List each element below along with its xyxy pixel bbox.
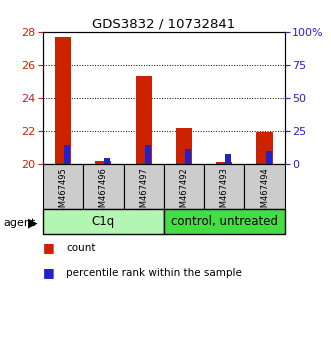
Bar: [257, 132, 273, 164]
Bar: [136, 76, 152, 164]
Bar: [244, 164, 285, 209]
Text: GSM467493: GSM467493: [220, 167, 229, 218]
Text: count: count: [66, 243, 96, 253]
Title: GDS3832 / 10732841: GDS3832 / 10732841: [92, 18, 235, 31]
Bar: [176, 128, 192, 164]
Bar: [83, 164, 123, 209]
Bar: [145, 144, 151, 164]
Text: ■: ■: [43, 241, 55, 254]
Text: control, untreated: control, untreated: [171, 215, 278, 228]
Bar: [43, 164, 83, 209]
Text: ▶: ▶: [28, 217, 38, 229]
Bar: [123, 164, 164, 209]
Bar: [105, 158, 111, 164]
Text: GSM467496: GSM467496: [99, 167, 108, 218]
Bar: [64, 144, 70, 164]
Bar: [216, 162, 232, 164]
Text: GSM467492: GSM467492: [179, 167, 188, 218]
Text: GSM467497: GSM467497: [139, 167, 148, 218]
Text: GSM467494: GSM467494: [260, 167, 269, 218]
Text: ■: ■: [43, 266, 55, 279]
Text: C1q: C1q: [92, 215, 115, 228]
Bar: [265, 151, 271, 164]
Text: GSM467495: GSM467495: [59, 167, 68, 218]
Bar: [204, 164, 244, 209]
Bar: [225, 154, 231, 164]
Bar: [95, 161, 112, 164]
Bar: [164, 164, 204, 209]
Bar: [185, 149, 191, 164]
Bar: [55, 37, 71, 164]
Text: agent: agent: [3, 218, 36, 228]
Text: percentile rank within the sample: percentile rank within the sample: [66, 268, 242, 278]
Bar: [164, 209, 285, 234]
Bar: [43, 209, 164, 234]
